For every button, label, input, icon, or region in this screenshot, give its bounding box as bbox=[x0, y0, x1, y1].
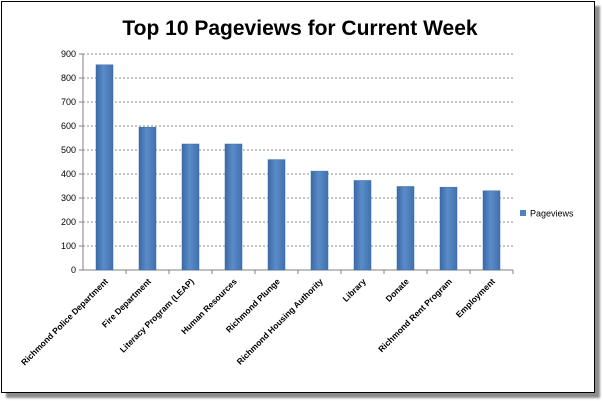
x-category-label: Donate bbox=[383, 276, 411, 304]
x-category-label: Richmond Police Department bbox=[19, 276, 110, 367]
legend: Pageviews bbox=[520, 209, 574, 219]
bar bbox=[224, 143, 243, 271]
bar bbox=[482, 190, 501, 271]
bar bbox=[310, 170, 329, 271]
bar bbox=[138, 126, 157, 271]
x-category-label: Employment bbox=[454, 276, 497, 319]
bars bbox=[95, 64, 501, 271]
y-tick-label: 600 bbox=[61, 121, 76, 131]
y-tick-labels: 0 100 200 300 400 500 600 700 800 900 bbox=[61, 49, 76, 275]
legend-swatch bbox=[520, 210, 526, 216]
y-tick-label: 800 bbox=[61, 73, 76, 83]
bar bbox=[353, 180, 372, 271]
x-category-label: Richmond Rent Program bbox=[376, 276, 454, 354]
bar bbox=[267, 159, 286, 271]
bar bbox=[95, 64, 114, 271]
bar bbox=[181, 143, 200, 271]
y-tick-label: 500 bbox=[61, 145, 76, 155]
y-tick-label: 100 bbox=[61, 241, 76, 251]
y-tick-label: 0 bbox=[71, 265, 76, 275]
y-tick-label: 700 bbox=[61, 97, 76, 107]
chart-title: Top 10 Pageviews for Current Week bbox=[122, 17, 477, 40]
y-tick-label: 300 bbox=[61, 193, 76, 203]
bar bbox=[439, 186, 458, 271]
x-category-label: Richmond Housing Authority bbox=[235, 276, 326, 367]
x-category-label: Literacy Program (LEAP) bbox=[118, 276, 196, 354]
legend-label: Pageviews bbox=[530, 209, 574, 219]
y-tick-label: 400 bbox=[61, 169, 76, 179]
x-category-label: Library bbox=[340, 276, 368, 304]
y-tick-label: 900 bbox=[61, 49, 76, 59]
y-tick-label: 200 bbox=[61, 217, 76, 227]
bar bbox=[396, 186, 415, 271]
